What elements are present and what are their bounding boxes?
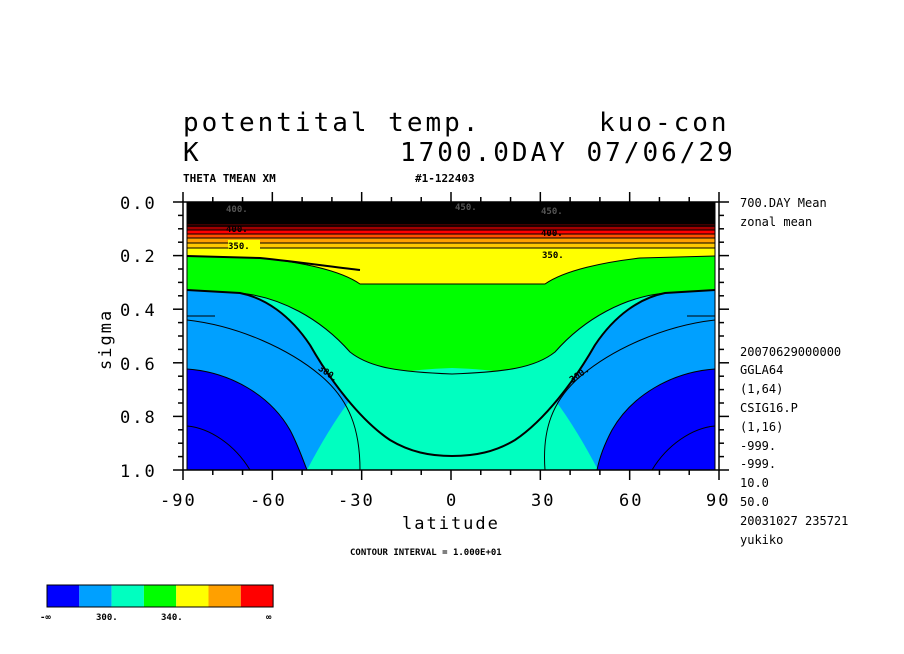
colorbar-label: -∞ [40, 613, 51, 623]
info-line: (1,64) [740, 382, 783, 396]
y-tick-label: 0.8 [120, 408, 157, 428]
info-line: CSIG16.P [740, 401, 798, 415]
y-tick-label: 0.6 [120, 355, 157, 375]
colorbar-labels: -∞ 300. 340. ∞ [40, 613, 272, 623]
x-tick-label: 60 [619, 491, 643, 511]
info-line: 20070629000000 [740, 345, 841, 359]
y-axis-label: sigma [96, 309, 116, 370]
info-mean: 700.DAY Mean [740, 196, 827, 210]
y-tick-label: 0.4 [120, 301, 157, 321]
x-tick-label: -90 [160, 491, 197, 511]
colorbar-swatch [176, 585, 209, 607]
colorbar-swatch [79, 585, 112, 607]
contour-interval: CONTOUR INTERVAL = 1.000E+01 [350, 548, 502, 558]
x-tick-labels: -90 -60 -30 0 30 60 90 [160, 491, 730, 511]
colorbar-swatch [47, 585, 80, 607]
title-right: kuo-con [599, 108, 730, 138]
contour-label: 350. [228, 242, 250, 252]
x-tick-label: -30 [338, 491, 375, 511]
y-axis [173, 201, 729, 471]
y-tick-label: 0.0 [120, 194, 157, 214]
y-tick-label: 1.0 [120, 462, 157, 482]
x-axis-label: latitude [402, 514, 500, 534]
y-tick-labels: 0.0 0.2 0.4 0.6 0.8 1.0 [120, 194, 157, 482]
units-label: K [183, 138, 202, 168]
contour-field [187, 202, 715, 470]
colorbar-label: 340. [161, 613, 183, 623]
x-tick-label: -60 [250, 491, 287, 511]
info-line: 50.0 [740, 495, 769, 509]
colorbar-label: ∞ [266, 613, 272, 623]
colorbar [46, 584, 274, 608]
colorbar-frame [46, 584, 274, 608]
x-tick-label: 90 [706, 491, 730, 511]
date-label: 1700.0DAY 07/06/29 [400, 138, 736, 168]
contour-label: 400. [226, 225, 248, 235]
info-line: -999. [740, 439, 776, 453]
right-info: 700.DAY Mean zonal mean 20070629000000 G… [740, 196, 848, 547]
variable-label: THETA TMEAN XM [183, 172, 276, 185]
colorbar-swatch [208, 585, 241, 607]
contour-label: 450. [455, 203, 477, 213]
y-tick-label: 0.2 [120, 247, 157, 267]
run-id-label: #1-122403 [415, 172, 475, 185]
title-left: potentital temp. [183, 108, 481, 138]
contour-label: 350. [542, 251, 564, 261]
contour-label: 400. [226, 205, 248, 215]
x-axis [182, 192, 720, 480]
info-line: -999. [740, 457, 776, 471]
info-line: GGLA64 [740, 363, 783, 377]
contour-label: 450. [541, 207, 563, 217]
x-tick-label: 0 [446, 491, 458, 511]
colorbar-swatch [240, 585, 274, 607]
info-zonal: zonal mean [740, 215, 812, 229]
colorbar-label: 300. [96, 613, 118, 623]
contour-label: 400. [541, 229, 563, 239]
colorbar-swatch [111, 585, 144, 607]
x-tick-label: 30 [531, 491, 555, 511]
info-line: 20031027 235721 [740, 514, 848, 528]
info-line: yukiko [740, 533, 783, 547]
info-line: (1,16) [740, 420, 783, 434]
info-line: 10.0 [740, 476, 769, 490]
colorbar-swatch [143, 585, 177, 607]
